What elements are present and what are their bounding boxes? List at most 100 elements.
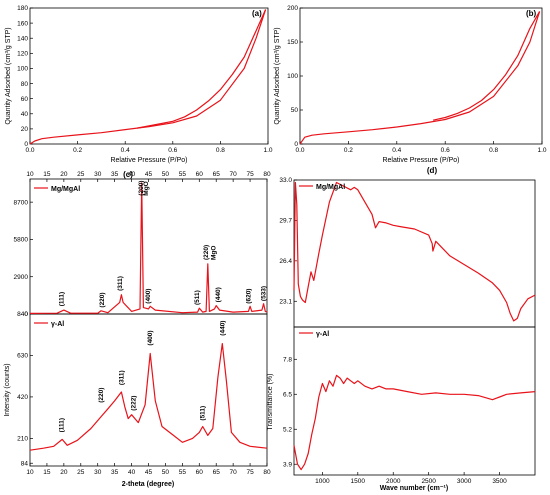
panel-b-ytick-label-3: 150 bbox=[287, 39, 298, 46]
panel-d-top-series bbox=[293, 181, 536, 322]
panel-d-bottom-xticks: 1000 1500 2000 2500 3000 3500 bbox=[315, 472, 507, 485]
panel-c-top-xtick-label-13: 75 bbox=[246, 171, 254, 178]
panel-d-top-ytick-label-1: 26.4 bbox=[279, 258, 292, 265]
panel-b-xlabel: Relative Pressure (P/Po) bbox=[382, 157, 459, 164]
panel-c-bottom-xtick-label-11: 65 bbox=[213, 469, 221, 476]
panel-c-bottom-annotation-0: (111) bbox=[59, 418, 66, 432]
panel-c-top-legend-label: Mg/MgAl bbox=[51, 186, 80, 193]
panel-c-bottom-xtick-label-4: 30 bbox=[94, 469, 102, 476]
panel-c-bottom-xtick-label-12: 70 bbox=[230, 469, 238, 476]
panel-c-bottom-xtick-label-3: 25 bbox=[77, 469, 85, 476]
panel-d-bottom-xtick-label-5: 3500 bbox=[492, 478, 507, 485]
panel-c-bottom-xtick-label-1: 15 bbox=[43, 469, 51, 476]
panel-c-bottom-series-line-0 bbox=[29, 343, 268, 451]
panel-c-top-ytick-label-0: 0 bbox=[24, 311, 28, 318]
panel-b-series-line-1 bbox=[432, 11, 541, 121]
panel-c-bottom-xtick-label-7: 45 bbox=[145, 469, 153, 476]
panel-a-ytick-label-4: 80 bbox=[21, 81, 29, 88]
panel-b-xtick-label-0: 0.0 bbox=[295, 147, 304, 154]
panel-c-bottom-ytick-label-3: 630 bbox=[17, 353, 28, 360]
panel-d-label: (d) bbox=[427, 166, 438, 175]
panel-a-ytick-label-8: 160 bbox=[17, 20, 28, 27]
panel-c-bottom-xtick-label-9: 55 bbox=[179, 469, 187, 476]
panel-b-series bbox=[299, 11, 541, 145]
panel-a-ytick-label-3: 60 bbox=[21, 96, 29, 103]
panel-a: (a) Relative Pressure (P/Po) Quantity Ad… bbox=[5, 5, 273, 164]
panel-c-top-annotation-11: (533) bbox=[261, 286, 268, 301]
panel-c-top-series bbox=[29, 182, 268, 314]
panel-d-xlabel: Wave number (cm⁻¹) bbox=[380, 485, 448, 492]
panel-c-top-annotation-10: (620) bbox=[245, 289, 252, 304]
panel-d-bottom-xtick-label-0: 1000 bbox=[315, 478, 330, 485]
panel-c-ylabel: Intensity (counts) bbox=[4, 363, 11, 416]
panel-c-top-annotation-5: (400) bbox=[145, 289, 152, 304]
panel-d-bottom-ytick-label-0: 3.9 bbox=[283, 461, 292, 468]
panel-b-label: (b) bbox=[526, 9, 537, 18]
panel-a-label: (a) bbox=[252, 9, 262, 18]
panel-c: 2-theta (degree) Intensity (counts) 10 15… bbox=[4, 171, 271, 488]
panel-a-ytick-label-9: 180 bbox=[17, 5, 28, 12]
panel-c-top-xtick-label-9: 55 bbox=[179, 171, 187, 178]
panel-c-top-xtick-label-6: 40 bbox=[128, 171, 136, 178]
panel-a-ytick-label-6: 120 bbox=[17, 51, 28, 58]
panel-d-top-frame bbox=[293, 179, 536, 328]
panel-c-top-xtick-label-14: 80 bbox=[263, 171, 271, 178]
panel-a-ytick-label-1: 20 bbox=[21, 126, 29, 133]
panel-d-bottom-series-line-0 bbox=[293, 374, 536, 471]
panel-c-top-xticks: 10 15 20 25 30 35 40 45 50 55 60 65 70 75 80 bbox=[26, 171, 271, 182]
panel-c-top-legend: Mg/MgAl bbox=[34, 186, 80, 193]
panel-a-xtick-label-0: 0.0 bbox=[25, 147, 34, 154]
panel-c-bottom-ytick-label-0: 84 bbox=[21, 460, 29, 467]
panel-c-bottom-xtick-label-8: 50 bbox=[162, 469, 170, 476]
panel-c-bottom-ytick-label-1: 210 bbox=[17, 436, 28, 443]
panel-c-bottom-annotation-4: (400) bbox=[147, 330, 154, 345]
panel-c-top-annotation-4: MgO bbox=[143, 181, 150, 195]
panel-c-top-xtick-label-3: 25 bbox=[77, 171, 85, 178]
panel-d: Wave number (cm⁻¹) Transmittance (%) 100… bbox=[267, 177, 536, 492]
panel-c-top-xtick-label-2: 20 bbox=[60, 171, 68, 178]
panel-c-bottom-annotation-3: (222) bbox=[130, 396, 137, 411]
panel-a-xtick-label-1: 0.2 bbox=[73, 147, 82, 154]
panel-c-bottom-xticks: 10 15 20 25 30 35 40 45 50 55 60 65 70 75 80 bbox=[26, 463, 271, 476]
panel-b-ytick-label-0: 0 bbox=[294, 141, 298, 148]
panel-d-top-series-line-0 bbox=[293, 181, 536, 322]
panel-c-bottom-legend: γ-Al bbox=[34, 321, 64, 328]
panel-d-bottom-xtick-label-2: 2000 bbox=[386, 478, 401, 485]
panel-a-series bbox=[29, 9, 267, 145]
panel-c-top-annotation-1: (220) bbox=[99, 292, 106, 307]
panel-c-bottom-ytick-label-4: 840 bbox=[17, 311, 28, 318]
panel-d-bottom-yticks: 3.9 5.2 6.5 7.8 bbox=[283, 356, 297, 468]
panel-c-top-series-line-0 bbox=[29, 182, 268, 314]
panel-b-xtick-label-2: 0.4 bbox=[392, 147, 401, 154]
panel-c-top-ytick-label-3: 8700 bbox=[14, 199, 29, 206]
panel-b-xtick-label-1: 0.2 bbox=[344, 147, 353, 154]
panel-a-xticks: 0.0 0.2 0.4 0.6 0.8 1.0 bbox=[25, 141, 273, 154]
panel-c-top-xtick-label-12: 70 bbox=[230, 171, 238, 178]
panel-b-ytick-label-4: 200 bbox=[287, 5, 298, 12]
panel-d-bottom-legend-label: γ-Al bbox=[316, 331, 329, 338]
panel-d-bottom-frame bbox=[293, 326, 536, 476]
panel-c-top-ytick-label-2: 5800 bbox=[14, 237, 29, 244]
panel-d-bottom-xtick-label-1: 1500 bbox=[351, 478, 366, 485]
panel-b-ytick-label-2: 100 bbox=[287, 73, 298, 80]
panel-d-bottom-xtick-label-3: 2500 bbox=[421, 478, 436, 485]
panel-c-top-xtick-label-11: 65 bbox=[213, 171, 221, 178]
panel-c-top-annotation-0: (111) bbox=[59, 292, 66, 306]
panel-b-series-line-0 bbox=[299, 11, 541, 145]
panel-c-top-annotation-3: (200) bbox=[138, 181, 145, 196]
panel-a-ylabel: Quantity Adsorbed (cm³/g STP) bbox=[5, 27, 12, 124]
panel-a-ytick-label-2: 40 bbox=[21, 111, 29, 118]
panel-c-top-xtick-label-7: 45 bbox=[145, 171, 153, 178]
panel-c-top-annotation-6: (511) bbox=[194, 290, 201, 305]
panel-b-ytick-label-1: 50 bbox=[291, 107, 299, 114]
panel-a-xlabel: Relative Pressure (P/Po) bbox=[110, 157, 187, 164]
panel-b-xtick-label-5: 1.0 bbox=[537, 147, 546, 154]
panel-d-top-legend-label: Mg/MgAl bbox=[316, 184, 345, 191]
panel-a-xtick-label-4: 0.8 bbox=[216, 147, 225, 154]
panel-c-bottom-legend-label: γ-Al bbox=[51, 321, 64, 328]
panel-d-bottom-series bbox=[293, 374, 536, 471]
panel-c-bottom-series bbox=[29, 343, 268, 451]
panel-d-bottom-xtick-label-4: 3000 bbox=[457, 478, 472, 485]
panel-a-series-line-1 bbox=[136, 9, 267, 129]
